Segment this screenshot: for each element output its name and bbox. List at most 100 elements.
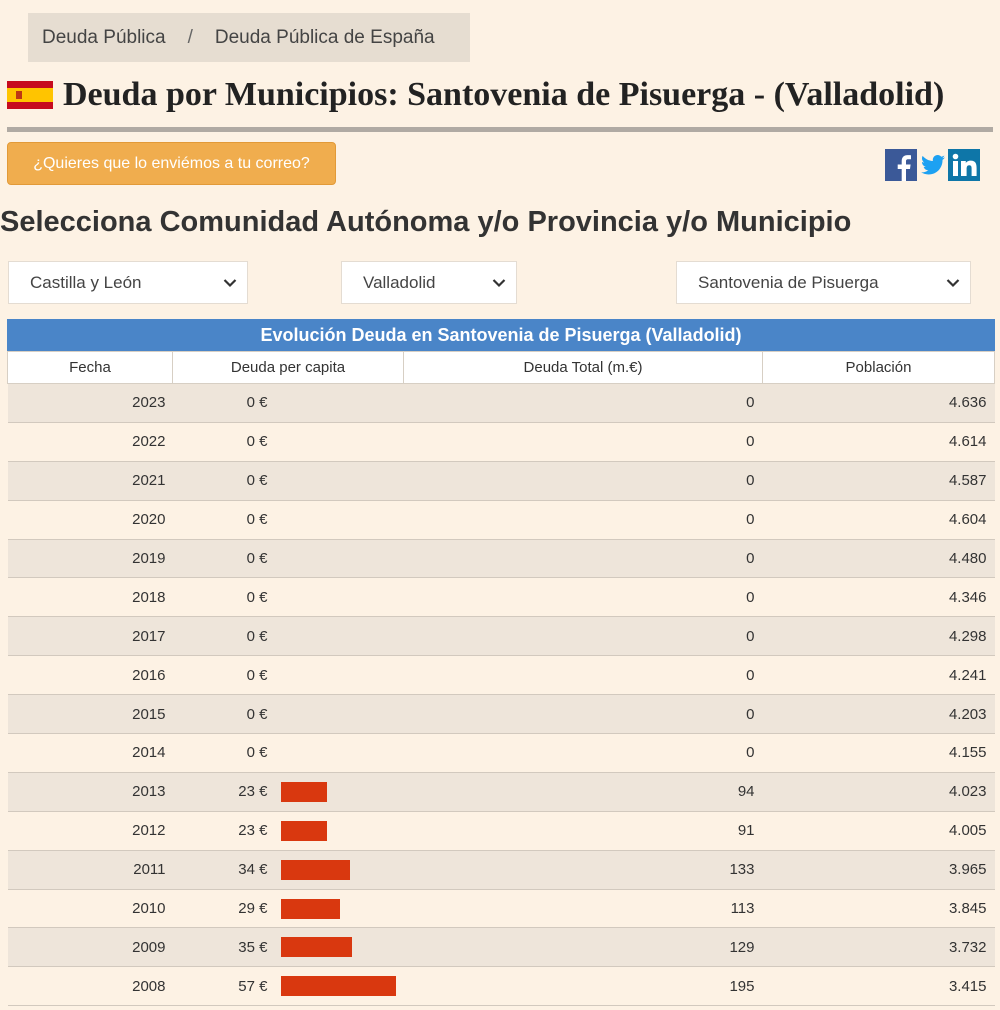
cell-per-capita: 0 €: [172, 383, 404, 423]
cell-per-capita: 23 €: [172, 772, 404, 812]
table-row: 2023 0 € 0 4.636: [7, 383, 995, 423]
cell-year: 2009: [7, 927, 173, 968]
table-row: 2013 23 € 94 4.023: [7, 772, 995, 812]
cell-population: 4.241: [762, 655, 995, 696]
per-capita-value: 23 €: [238, 822, 268, 840]
province-select-value: Valladolid: [363, 272, 436, 292]
table-row: 2021 0 € 0 4.587: [7, 461, 995, 501]
cell-per-capita: 0 €: [172, 577, 404, 618]
per-capita-value: 0 €: [246, 666, 268, 684]
cell-per-capita: 34 €: [172, 850, 404, 890]
cell-total: 129: [403, 927, 763, 968]
table-row: 2017 0 € 0 4.298: [7, 616, 995, 657]
selection-heading: Selecciona Comunidad Autónoma y/o Provin…: [0, 206, 852, 238]
cell-total: 133: [403, 850, 763, 890]
community-select[interactable]: Castilla y León: [8, 261, 248, 304]
facebook-icon[interactable]: [885, 149, 917, 181]
breadcrumb-item-deuda-publica-espana[interactable]: Deuda Pública de España: [214, 26, 435, 48]
cell-year: 2011: [7, 850, 173, 890]
table-row: 2014 0 € 0 4.155: [7, 733, 995, 773]
title-row: Deuda por Municipios: Santovenia de Pisu…: [7, 76, 944, 114]
table-row: 2012 23 € 91 4.005: [7, 811, 995, 851]
cell-population: 4.480: [762, 539, 995, 579]
per-capita-bar: [280, 781, 327, 802]
cell-year: 2018: [7, 577, 173, 618]
cell-total: 0: [403, 500, 763, 540]
cell-year: 2019: [7, 539, 173, 579]
table-row: 2018 0 € 0 4.346: [7, 577, 995, 618]
cell-population: 4.587: [762, 461, 995, 501]
table-row: 2015 0 € 0 4.203: [7, 694, 995, 735]
cell-year: 2012: [7, 811, 173, 851]
per-capita-value: 0 €: [246, 511, 268, 529]
cell-population: 4.005: [762, 811, 995, 851]
per-capita-value: 35 €: [238, 938, 268, 956]
cell-population: 4.155: [762, 733, 995, 773]
per-capita-value: 0 €: [246, 433, 268, 451]
table-row: 2016 0 € 0 4.241: [7, 655, 995, 696]
facebook-share[interactable]: [885, 149, 917, 181]
table-row: 2008 57 € 195 3.415: [7, 966, 995, 1007]
per-capita-value: 0 €: [246, 744, 268, 762]
cell-year: 2014: [7, 733, 173, 773]
per-capita-value: 0 €: [246, 550, 268, 567]
cell-population: 3.415: [762, 966, 995, 1007]
cell-population: 4.636: [762, 383, 995, 423]
debt-table: Evolución Deuda en Santovenia de Pisuerg…: [7, 319, 995, 1007]
twitter-icon[interactable]: [921, 154, 945, 176]
header-deuda-total: Deuda Total (m.€): [403, 351, 763, 384]
per-capita-value: 0 €: [246, 627, 268, 645]
cell-population: 3.845: [762, 889, 995, 929]
cell-total: 0: [403, 655, 763, 696]
table-row: 2010 29 € 113 3.845: [7, 889, 995, 929]
breadcrumb: Deuda Pública / Deuda Pública de España: [28, 13, 470, 62]
table-body: 2023 0 €0 4.636 2022 0 €0 4.614 2021 0 €0 4.587 2…: [7, 383, 995, 1007]
table-row: 2020 0 € 0 4.604: [7, 500, 995, 540]
cell-per-capita: 35 €: [172, 927, 404, 968]
municipality-select[interactable]: Santovenia de Pisuerga: [676, 261, 971, 304]
cell-total: 91: [403, 811, 763, 851]
province-select[interactable]: Valladolid: [341, 261, 517, 304]
per-capita-value: 0 €: [246, 705, 268, 723]
cell-population: 4.298: [762, 616, 995, 657]
linkedin-share[interactable]: [948, 149, 980, 181]
municipality-select-value: Santovenia de Pisuerga: [698, 272, 879, 292]
community-select-value: Castilla y León: [30, 272, 142, 292]
cell-year: 2021: [7, 461, 173, 501]
cell-total: 0: [403, 422, 763, 462]
cell-total: 0: [403, 383, 763, 423]
per-capita-value: 34 €: [238, 861, 268, 879]
per-capita-bar: [280, 937, 352, 958]
cell-year: 2013: [7, 772, 173, 812]
breadcrumb-item-deuda-publica[interactable]: Deuda Pública: [42, 26, 166, 48]
per-capita-value: 57 €: [238, 977, 268, 995]
spain-flag-icon: [7, 81, 53, 109]
twitter-share[interactable]: [921, 149, 945, 181]
cell-total: 94: [403, 772, 763, 812]
per-capita-bar: [280, 859, 350, 880]
linkedin-icon[interactable]: [948, 149, 980, 181]
header-deuda-per-capita: Deuda per capita: [172, 351, 404, 384]
email-subscribe-button[interactable]: ¿Quieres que lo enviémos a tu correo?: [7, 142, 336, 185]
cell-per-capita: 0 €: [172, 694, 404, 735]
per-capita-value: 0 €: [246, 588, 268, 606]
table-caption: Evolución Deuda en Santovenia de Pisuerg…: [7, 319, 995, 351]
table-row: 2019 0 € 0 4.480: [7, 539, 995, 579]
breadcrumb-separator: /: [187, 26, 193, 48]
per-capita-value: 0 €: [246, 472, 268, 490]
cell-per-capita: 0 €: [172, 539, 404, 579]
cell-total: 113: [403, 889, 763, 929]
per-capita-value: 23 €: [238, 783, 268, 801]
table-header-row: Fecha Deuda per capita Deuda Total (m.€)…: [7, 351, 995, 384]
cell-total: 0: [403, 616, 763, 657]
cell-per-capita: 0 €: [172, 616, 404, 657]
cell-year: 2017: [7, 616, 173, 657]
header-fecha: Fecha: [7, 351, 173, 384]
cell-per-capita: 57 €: [172, 966, 404, 1007]
table-row: 2022 0 € 0 4.614: [7, 422, 995, 462]
table-row: 2009 35 € 129 3.732: [7, 927, 995, 968]
chevron-down-icon: [492, 278, 506, 287]
cell-population: 3.732: [762, 927, 995, 968]
cell-population: 3.965: [762, 850, 995, 890]
cell-per-capita: 23 €: [172, 811, 404, 851]
